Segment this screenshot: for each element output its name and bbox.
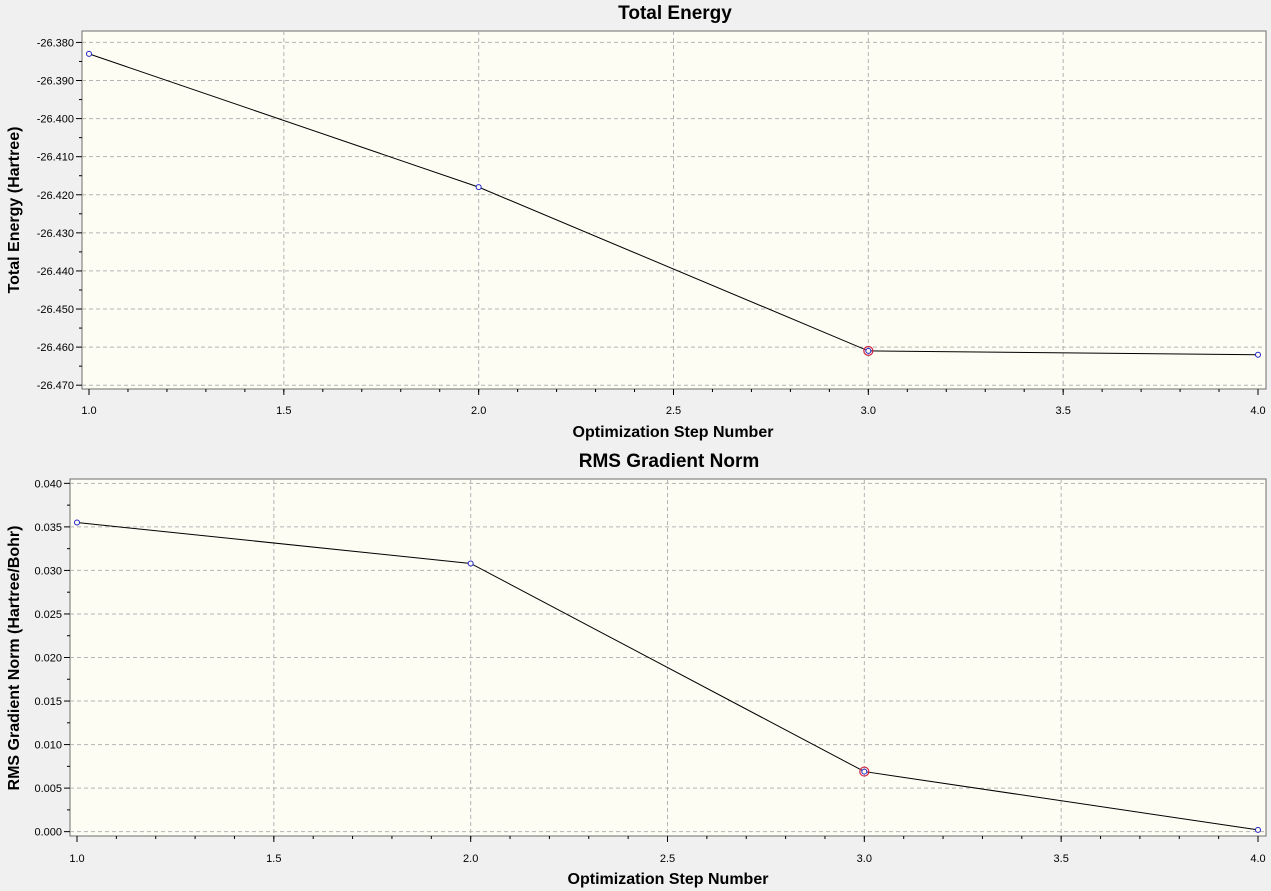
highlighted-point-ring <box>863 345 874 357</box>
chart-title: Total Energy <box>618 3 732 24</box>
y-tick-label: 0.000 <box>34 827 62 839</box>
y-tick-label: 0.040 <box>34 478 62 490</box>
y-tick-label: 0.005 <box>34 783 62 795</box>
x-tick-label: 2.0 <box>471 405 486 417</box>
y-tick-label: -26.460 <box>37 342 74 354</box>
y-tick-label: -26.450 <box>37 304 74 316</box>
x-tick-label: 2.5 <box>660 853 675 865</box>
chart-title: RMS Gradient Norm <box>579 451 760 472</box>
y-tick-label: -26.420 <box>37 190 74 202</box>
y-tick-label: 0.030 <box>34 565 62 577</box>
series-line <box>76 522 1259 831</box>
x-tick-label: 3.5 <box>1056 405 1071 417</box>
x-tick-label: 2.5 <box>666 405 681 417</box>
y-axis-title: Total Energy (Hartree) <box>6 127 23 294</box>
data-point <box>475 184 482 191</box>
total-energy-chart: Total Energy Optimization Step Number To… <box>6 3 1267 441</box>
data-point <box>861 768 868 775</box>
x-tick-label: 3.0 <box>861 405 876 417</box>
rms-gradient-norm-chart: RMS Gradient Norm Optimization Step Numb… <box>6 451 1267 888</box>
x-tick-label: 4.0 <box>1250 405 1265 417</box>
y-tick-label: -26.410 <box>37 152 74 164</box>
x-tick-label: 1.5 <box>266 853 281 865</box>
data-point <box>74 519 80 526</box>
y-tick-label: -26.390 <box>37 76 74 88</box>
y-tick-label: -26.440 <box>37 266 74 278</box>
data-point <box>1255 826 1261 833</box>
data-point <box>467 560 474 567</box>
x-axis-title: Optimization Step Number <box>568 871 769 888</box>
y-tick-label: 0.020 <box>34 653 62 665</box>
y-tick-label: -26.470 <box>37 380 74 392</box>
x-axis-title: Optimization Step Number <box>573 424 774 441</box>
x-tick-label: 3.0 <box>857 853 872 865</box>
x-tick-label: 1.5 <box>276 405 291 417</box>
series-line <box>88 53 1259 356</box>
highlighted-point-ring <box>859 766 870 777</box>
y-tick-label: 0.025 <box>34 609 62 621</box>
data-point <box>865 347 872 354</box>
y-tick-label: -26.400 <box>37 114 74 126</box>
x-tick-label: 3.5 <box>1054 853 1069 865</box>
data-point <box>1255 351 1261 358</box>
y-tick-label: -26.430 <box>37 228 74 240</box>
y-tick-label: 0.035 <box>34 522 62 534</box>
y-tick-label: -26.380 <box>37 37 74 49</box>
y-axis-title: RMS Gradient Norm (Hartree/Bohr) <box>6 526 23 791</box>
x-tick-label: 1.0 <box>81 405 96 417</box>
x-tick-label: 2.0 <box>463 853 478 865</box>
y-tick-label: 0.015 <box>34 696 62 708</box>
data-point <box>86 50 92 57</box>
x-tick-label: 4.0 <box>1250 853 1265 865</box>
y-tick-label: 0.010 <box>34 740 62 752</box>
x-tick-label: 1.0 <box>69 853 84 865</box>
